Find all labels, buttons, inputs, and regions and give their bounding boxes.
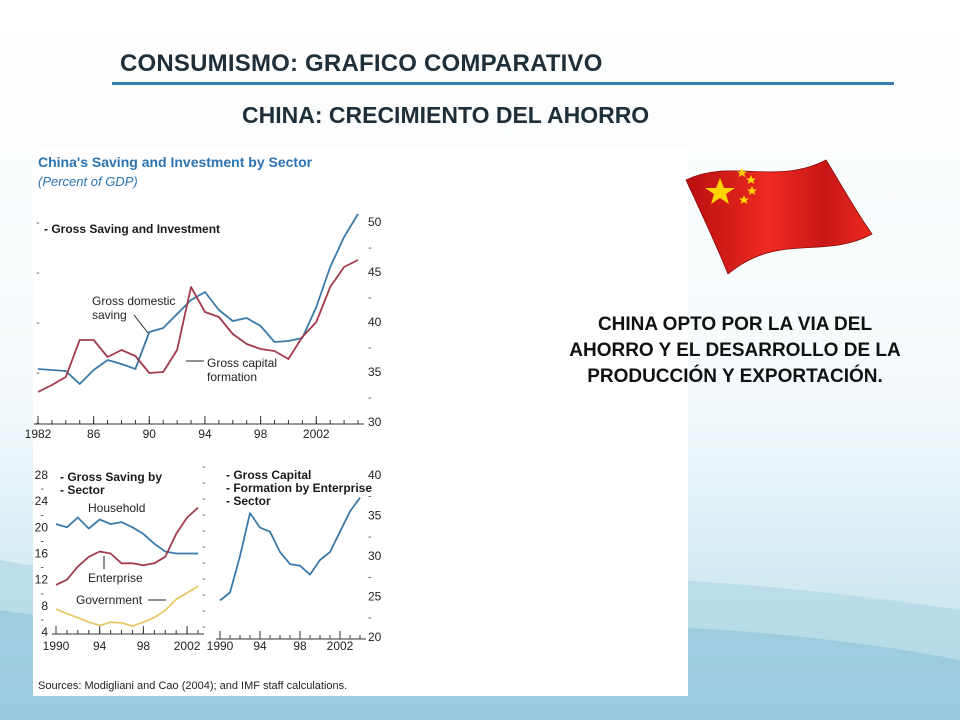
annotation-label: Gross capital <box>207 356 277 370</box>
y-tick-label: 50 <box>368 215 382 229</box>
x-tick-label: 1990 <box>207 639 234 653</box>
y-left-tick: - <box>36 367 40 379</box>
y-tick-label: 35 <box>368 509 382 523</box>
series-line <box>55 507 199 586</box>
y-minor-tick: - <box>40 509 44 521</box>
y-minor-tick: - <box>40 562 44 574</box>
annotation-label: Household <box>88 501 145 515</box>
y-minor-tick: - <box>368 571 372 583</box>
separator-dash: - <box>202 493 206 505</box>
figure-title: China's Saving and Investment by Sector <box>38 154 313 170</box>
y-tick-label: 30 <box>368 549 382 563</box>
slide-title: CONSUMISMO: GRAFICO COMPARATIVO <box>120 50 603 77</box>
x-tick-label: 94 <box>198 427 212 441</box>
separator-dash: - <box>202 557 206 569</box>
figure-subtitle: (Percent of GDP) <box>38 174 138 189</box>
y-minor-tick: - <box>368 292 372 304</box>
figure-source: Sources: Modigliani and Cao (2004); and … <box>38 680 348 692</box>
annotation-leader <box>133 314 149 334</box>
separator-dash: - <box>202 525 206 537</box>
slide-subtitle: CHINA: CRECIMIENTO DEL AHORRO <box>242 102 650 128</box>
y-tick-label: 30 <box>368 415 382 429</box>
panel-title: - Gross Saving and Investment <box>44 222 220 236</box>
y-minor-tick: - <box>40 535 44 547</box>
y-tick-label: 35 <box>368 365 382 379</box>
conclusion-text: CHINA OPTO POR LA VIA DEL AHORRO Y EL DE… <box>569 314 901 387</box>
y-left-tick: - <box>36 417 40 429</box>
y-left-tick: - <box>36 267 40 279</box>
annotation-label: formation <box>207 370 257 384</box>
y-minor-tick: - <box>40 483 44 495</box>
panel-title: - Gross Saving by <box>60 470 162 484</box>
x-tick-label: 86 <box>87 427 101 441</box>
y-minor-tick: - <box>368 392 372 404</box>
x-tick-label: 98 <box>254 427 268 441</box>
y-tick-label: 12 <box>35 573 49 587</box>
annotation-label: Enterprise <box>88 571 143 585</box>
panel-title: - Gross Capital <box>226 468 311 482</box>
y-tick-label: 20 <box>35 520 49 534</box>
y-left-tick: - <box>36 317 40 329</box>
figure-panel <box>33 148 688 696</box>
series-line <box>55 516 198 555</box>
x-tick-label: 94 <box>253 639 267 653</box>
x-tick-label: 1982 <box>25 427 52 441</box>
y-tick-label: 25 <box>368 590 382 604</box>
separator-dash: - <box>202 605 206 617</box>
y-minor-tick: - <box>40 614 44 626</box>
annotation-label: Government <box>76 593 143 607</box>
y-tick-label: 16 <box>35 547 49 561</box>
series-line <box>219 497 361 602</box>
separator-dash: - <box>202 621 206 633</box>
panel-title: - Sector <box>60 483 105 497</box>
series-line <box>55 585 199 627</box>
y-left-tick: - <box>36 217 40 229</box>
y-minor-tick: - <box>368 612 372 624</box>
y-minor-tick: - <box>368 531 372 543</box>
y-minor-tick: - <box>368 490 372 502</box>
y-tick-label: 24 <box>35 494 49 508</box>
y-tick-label: 40 <box>368 468 382 482</box>
x-tick-label: 94 <box>93 639 107 653</box>
separator-dash: - <box>202 589 206 601</box>
y-tick-label: 28 <box>35 468 49 482</box>
x-tick-label: 2002 <box>174 639 201 653</box>
annotation-label: saving <box>92 308 127 322</box>
y-tick-label: 45 <box>368 265 382 279</box>
x-tick-label: 2002 <box>327 639 354 653</box>
x-tick-label: 98 <box>293 639 307 653</box>
title-underline <box>112 82 894 85</box>
annotation-label: Gross domestic <box>92 294 175 308</box>
china-flag-icon <box>685 159 873 275</box>
separator-dash: - <box>202 509 206 521</box>
y-tick-label: 20 <box>368 630 382 644</box>
x-tick-label: 90 <box>143 427 157 441</box>
separator-dash: - <box>202 461 206 473</box>
series-line <box>37 259 359 393</box>
separator-dash: - <box>202 573 206 585</box>
y-minor-tick: - <box>40 588 44 600</box>
x-tick-label: 98 <box>137 639 151 653</box>
y-minor-tick: - <box>368 342 372 354</box>
x-tick-label: 2002 <box>303 427 330 441</box>
x-tick-label: 1990 <box>43 639 70 653</box>
separator-dash: - <box>202 477 206 489</box>
y-tick-label: 8 <box>41 599 48 613</box>
series-line <box>37 213 359 385</box>
separator-dash: - <box>202 541 206 553</box>
y-tick-label: 40 <box>368 315 382 329</box>
y-tick-label: 4 <box>41 625 48 639</box>
panel-title: - Sector <box>226 494 271 508</box>
panel-title: - Formation by Enterprise <box>226 481 372 495</box>
y-minor-tick: - <box>368 242 372 254</box>
